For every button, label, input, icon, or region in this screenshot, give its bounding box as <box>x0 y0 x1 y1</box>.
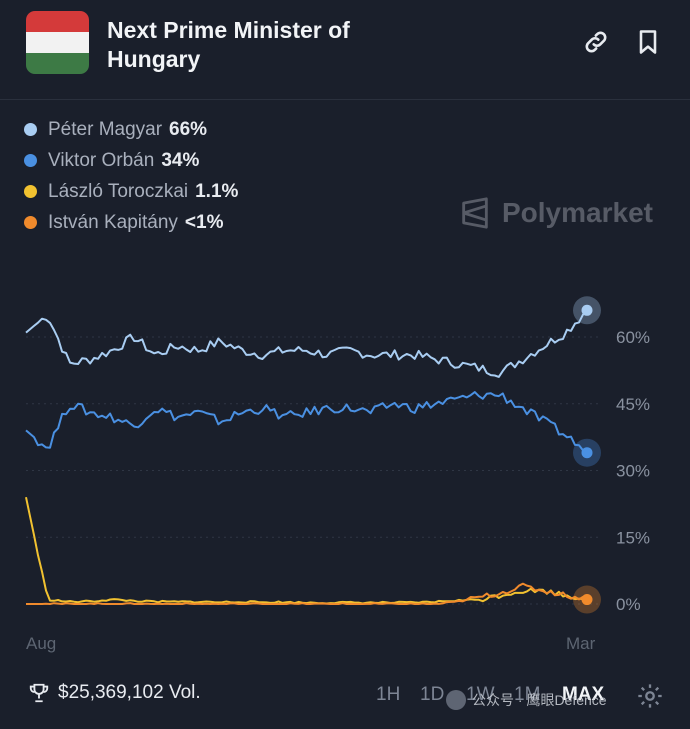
range-1m[interactable]: 1M <box>514 684 541 705</box>
legend: Péter Magyar 66% Viktor Orbán 34% László… <box>24 114 238 238</box>
y-tick-label: 30% <box>616 462 650 481</box>
bookmark-icon[interactable] <box>634 28 662 56</box>
end-point-dot <box>581 304 593 316</box>
legend-dot <box>24 216 37 229</box>
wechat-watermark: 公众号 · 鹰眼Defence <box>446 690 607 710</box>
flag-stripe-red <box>26 11 89 32</box>
range-1d[interactable]: 1D <box>420 684 445 705</box>
legend-value: 66% <box>169 118 208 140</box>
settings-gear-icon[interactable] <box>636 682 664 710</box>
header: Next Prime Minister of Hungary <box>0 0 690 96</box>
link-icon[interactable] <box>582 28 610 56</box>
header-divider <box>0 99 690 100</box>
flag-stripe-green <box>26 53 89 74</box>
polymarket-watermark: Polymarket <box>458 196 653 230</box>
volume: $25,369,102 Vol. <box>28 682 201 704</box>
y-tick-label: 15% <box>616 528 650 547</box>
wechat-logo-icon <box>446 690 466 710</box>
legend-item[interactable]: István Kapitány <1% <box>24 207 238 238</box>
range-1w[interactable]: 1W <box>466 684 495 705</box>
series-line <box>25 391 588 454</box>
legend-item[interactable]: Viktor Orbán 34% <box>24 145 238 176</box>
series-line <box>25 496 588 605</box>
x-tick-label: Mar <box>566 634 596 653</box>
legend-value: <1% <box>184 211 224 233</box>
polymarket-logo-icon <box>462 197 488 229</box>
legend-item[interactable]: László Toroczkai 1.1% <box>24 176 238 207</box>
flag-stripe-white <box>26 32 89 53</box>
legend-value: 34% <box>161 149 200 171</box>
legend-name: Péter Magyar <box>48 118 163 140</box>
legend-dot <box>24 123 37 136</box>
trophy-icon <box>29 683 49 703</box>
end-point-dot <box>581 447 593 459</box>
range-1h[interactable]: 1H <box>376 684 401 705</box>
y-tick-label: 45% <box>616 395 650 414</box>
legend-name: László Toroczkai <box>48 180 189 202</box>
legend-item[interactable]: Péter Magyar 66% <box>24 114 238 145</box>
watermark-text: Polymarket <box>502 197 653 228</box>
social-text: 公众号 · 鹰眼Defence <box>472 692 607 708</box>
legend-dot <box>24 154 37 167</box>
legend-name: Viktor Orbán <box>48 149 155 171</box>
range-max[interactable]: MAX <box>562 684 605 705</box>
legend-value: 1.1% <box>195 180 239 202</box>
x-tick-label: Aug <box>26 634 56 653</box>
series-line <box>25 309 588 378</box>
legend-dot <box>24 185 37 198</box>
hungary-flag <box>26 11 89 74</box>
y-tick-label: 0% <box>616 595 641 614</box>
footer: $25,369,102 Vol. 1H 1D 1W 1M MAX <box>0 672 690 718</box>
volume-text: $25,369,102 Vol. <box>58 682 201 703</box>
market-title: Next Prime Minister of Hungary <box>107 17 350 72</box>
series-line <box>26 582 588 605</box>
price-chart[interactable]: 60% 45% 30% 15% 0% Aug Mar <box>0 240 690 660</box>
y-tick-label: 60% <box>616 328 650 347</box>
end-point-dot <box>581 594 593 606</box>
legend-name: István Kapitány <box>48 211 178 233</box>
